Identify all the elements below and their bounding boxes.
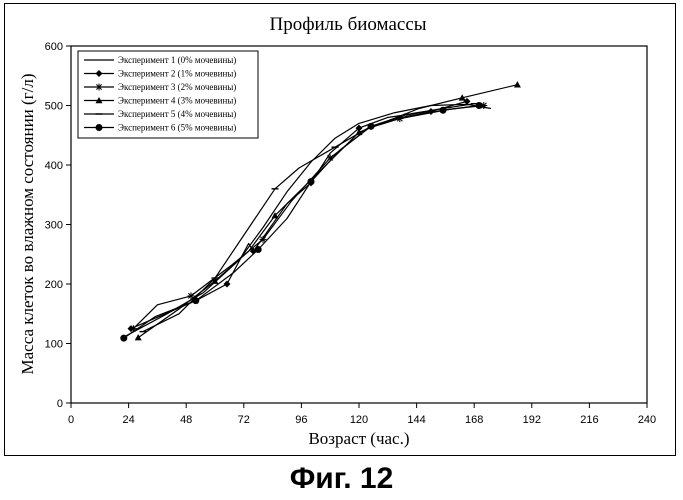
x-tick-label: 120 (350, 414, 368, 426)
point-star (96, 84, 103, 91)
x-tick-label: 48 (180, 414, 192, 426)
x-tick-label: 192 (523, 414, 541, 426)
point-diamond (224, 281, 231, 288)
point-circle (368, 123, 375, 130)
x-tick-label: 240 (638, 414, 656, 426)
point-circle (440, 107, 447, 114)
x-tick-label: 0 (68, 414, 74, 426)
y-tick-label: 300 (45, 220, 63, 232)
y-tick-label: 0 (57, 398, 63, 410)
legend-label: Эксперимент 4 (3% мочевины) (118, 96, 236, 106)
y-tick-label: 200 (45, 279, 63, 291)
legend: Эксперимент 1 (0% мочевины) Эксперимент 2… (78, 51, 258, 138)
x-tick-label: 96 (295, 414, 307, 426)
figure-caption: Фиг. 12 (0, 462, 683, 496)
series-line-3 (133, 106, 483, 329)
y-tick-label: 500 (45, 101, 63, 113)
biomass-chart: Профиль биомассы 0 100 200 300 400 500 600 0 24 4… (0, 0, 683, 460)
series-1 (126, 104, 491, 335)
x-tick-label: 24 (122, 414, 134, 426)
x-axis-title: Возраст (час.) (308, 429, 409, 448)
series-line-6 (124, 106, 479, 339)
chart-title: Профиль биомассы (269, 14, 426, 35)
point-triangle (514, 81, 521, 87)
point-circle (192, 297, 199, 304)
point-circle (308, 178, 315, 185)
y-tick-label: 100 (45, 339, 63, 351)
y-tick-label: 600 (45, 41, 63, 53)
x-tick-label: 144 (407, 414, 425, 426)
point-circle (120, 335, 127, 342)
legend-label: Эксперимент 6 (5% мочевины) (118, 123, 236, 133)
x-tick-label: 216 (580, 414, 598, 426)
y-tick-label: 400 (45, 160, 63, 172)
series-line-1 (126, 104, 491, 335)
legend-label: Эксперимент 3 (2% мочевины) (118, 82, 236, 92)
legend-label: Эксперимент 1 (0% мочевины) (118, 55, 236, 65)
x-tick-label: 168 (465, 414, 483, 426)
point-circle (476, 102, 483, 109)
point-triangle (135, 334, 142, 340)
legend-label: Эксперимент 5 (4% мочевины) (118, 109, 236, 119)
x-tick-label: 72 (238, 414, 250, 426)
legend-label: Эксперимент 2 (1% мочевины) (118, 69, 236, 79)
point-circle (96, 124, 103, 131)
y-axis-title: Масса клеток во влажном состоянии (г/л) (18, 73, 37, 374)
point-circle (255, 246, 262, 253)
